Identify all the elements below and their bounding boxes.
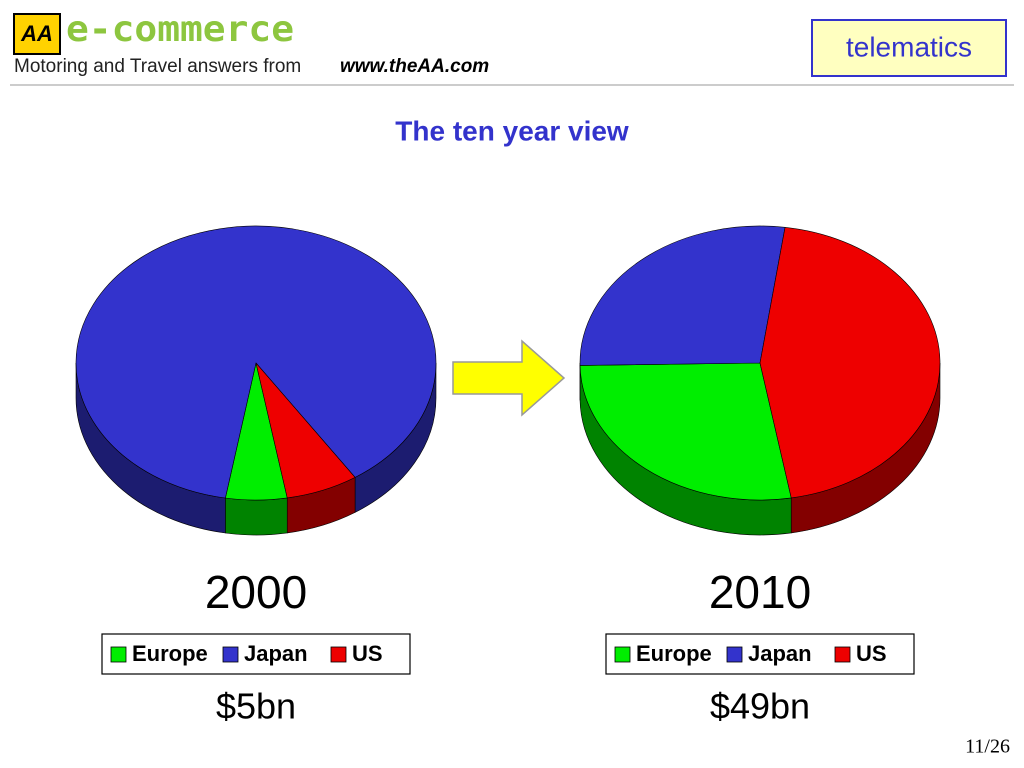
pie-slice: [255, 362, 356, 499]
slide-title: The ten year view: [395, 115, 629, 146]
pie-slice: [579, 362, 792, 501]
legend-label: Europe: [132, 641, 208, 666]
total-label: $5bn: [216, 686, 296, 727]
legend-swatch: [614, 646, 631, 663]
legend-swatch: [726, 646, 743, 663]
pie-slice: [75, 225, 437, 499]
pie-slice: [759, 227, 941, 499]
legend-label: Japan: [244, 641, 308, 666]
legend-label: Japan: [748, 641, 812, 666]
pie: [579, 225, 941, 536]
pie-slice: [579, 225, 786, 366]
section-box: [811, 19, 1007, 77]
legend-label: US: [856, 641, 887, 666]
legend-box: [605, 633, 915, 675]
page-number: 11/26: [965, 736, 1010, 758]
pie: [75, 225, 437, 536]
tagline: Motoring and Travel answers from: [14, 56, 301, 77]
total-label: $49bn: [710, 686, 810, 727]
legend-swatch: [834, 646, 851, 663]
legend-label: Europe: [636, 641, 712, 666]
legend-swatch: [222, 646, 239, 663]
chart-title: 2010: [709, 566, 811, 618]
arrow: [452, 339, 566, 417]
section: telematics: [846, 31, 972, 62]
legend-box: [101, 633, 411, 675]
legend-swatch: [110, 646, 127, 663]
legend-swatch: [330, 646, 347, 663]
chart-title: 2000: [205, 566, 307, 618]
brand: e-commerce: [66, 9, 294, 50]
legend-label: US: [352, 641, 383, 666]
pie-side: [225, 497, 288, 536]
logo: AA: [20, 21, 53, 46]
logo-box: [13, 13, 61, 55]
url: www.theAA.com: [340, 56, 489, 77]
